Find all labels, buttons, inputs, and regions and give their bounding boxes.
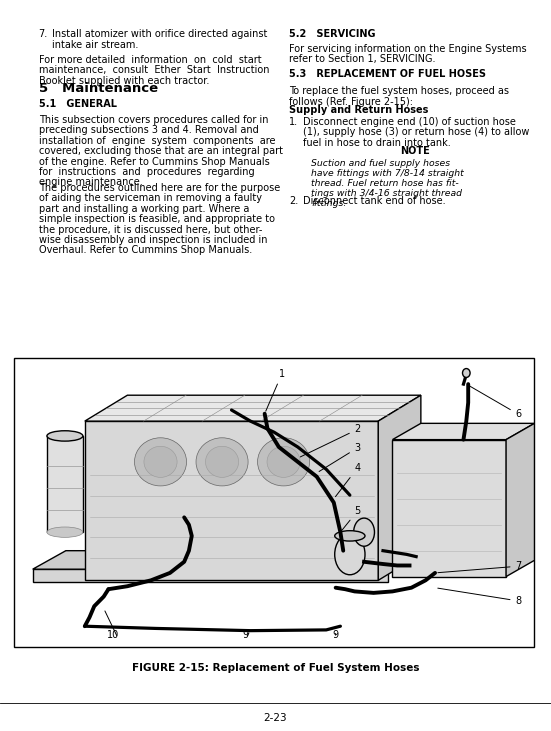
Text: 5: 5 — [342, 506, 361, 530]
Text: of the engine. Refer to Cummins Shop Manuals: of the engine. Refer to Cummins Shop Man… — [39, 156, 269, 167]
Text: refer to Section 1, SERVICING.: refer to Section 1, SERVICING. — [289, 54, 436, 64]
Text: 10: 10 — [107, 629, 120, 640]
Text: 7: 7 — [438, 561, 522, 572]
Ellipse shape — [47, 527, 83, 537]
Text: Suction and fuel supply hoses: Suction and fuel supply hoses — [311, 159, 450, 167]
Ellipse shape — [196, 438, 248, 486]
Text: for  instructions  and  procedures  regarding: for instructions and procedures regardin… — [39, 167, 254, 177]
Text: This subsection covers procedures called for in: This subsection covers procedures called… — [39, 115, 268, 125]
Text: Overhaul. Refer to Cummins Shop Manuals.: Overhaul. Refer to Cummins Shop Manuals. — [39, 246, 252, 255]
Ellipse shape — [334, 534, 365, 575]
Text: thread. Fuel return hose has fit-: thread. Fuel return hose has fit- — [311, 178, 459, 188]
Text: part and installing a working part. Where a: part and installing a working part. Wher… — [39, 204, 249, 213]
Text: 5.1   GENERAL: 5.1 GENERAL — [39, 99, 117, 109]
Ellipse shape — [206, 447, 239, 477]
Text: fuel in hose to drain into tank.: fuel in hose to drain into tank. — [303, 138, 451, 148]
Text: 6: 6 — [469, 385, 522, 420]
Polygon shape — [85, 395, 421, 421]
Text: 7.: 7. — [39, 29, 48, 39]
Text: installation of  engine  system  components  are: installation of engine system components… — [39, 136, 275, 145]
Text: 9: 9 — [333, 629, 339, 640]
Text: 5.2   SERVICING: 5.2 SERVICING — [289, 29, 376, 39]
Text: fittings.: fittings. — [311, 199, 347, 208]
Bar — [14, 358, 534, 647]
Text: wise disassembly and inspection is included in: wise disassembly and inspection is inclu… — [39, 235, 267, 245]
Text: 8: 8 — [438, 588, 522, 606]
Text: have fittings with 7/8-14 straight: have fittings with 7/8-14 straight — [311, 169, 464, 178]
Text: of aiding the serviceman in removing a faulty: of aiding the serviceman in removing a f… — [39, 193, 262, 203]
Text: To replace the fuel system hoses, proceed as: To replace the fuel system hoses, procee… — [289, 86, 509, 96]
Ellipse shape — [257, 438, 310, 486]
Text: FIGURE 2-15: Replacement of Fuel System Hoses: FIGURE 2-15: Replacement of Fuel System … — [132, 663, 419, 673]
Text: 2-23: 2-23 — [264, 713, 287, 723]
Text: NOTE: NOTE — [400, 146, 429, 156]
Text: engine maintenance.: engine maintenance. — [39, 178, 142, 187]
Text: The procedures outlined here are for the purpose: The procedures outlined here are for the… — [39, 183, 280, 193]
Polygon shape — [378, 395, 421, 580]
Text: 1: 1 — [266, 368, 285, 411]
Text: 5.3   REPLACEMENT OF FUEL HOSES: 5.3 REPLACEMENT OF FUEL HOSES — [289, 69, 487, 80]
Text: For more detailed  information  on  cold  start: For more detailed information on cold st… — [39, 55, 261, 65]
Text: Disconnect engine end (10) of suction hose: Disconnect engine end (10) of suction ho… — [303, 117, 516, 127]
Text: Install atomizer with orifice directed against: Install atomizer with orifice directed a… — [52, 29, 268, 39]
Text: (1), supply hose (3) or return hose (4) to allow: (1), supply hose (3) or return hose (4) … — [303, 127, 530, 137]
Polygon shape — [506, 423, 534, 577]
Text: 3: 3 — [319, 443, 361, 471]
Ellipse shape — [134, 438, 187, 486]
Ellipse shape — [144, 447, 177, 477]
Ellipse shape — [47, 431, 83, 441]
Text: Supply and Return Hoses: Supply and Return Hoses — [289, 105, 429, 115]
Text: For servicing information on the Engine Systems: For servicing information on the Engine … — [289, 44, 527, 54]
Text: simple inspection is feasible, and appropriate to: simple inspection is feasible, and appro… — [39, 214, 274, 224]
Text: 4: 4 — [336, 463, 361, 496]
Ellipse shape — [334, 531, 365, 541]
Text: intake air stream.: intake air stream. — [52, 39, 139, 50]
Bar — [85, 421, 379, 580]
Text: Disconnect tank end of hose.: Disconnect tank end of hose. — [303, 196, 446, 206]
Text: 1.: 1. — [289, 117, 299, 127]
Text: covered, excluding those that are an integral part: covered, excluding those that are an int… — [39, 146, 283, 156]
Ellipse shape — [462, 368, 470, 377]
Text: 9: 9 — [242, 629, 249, 640]
Text: 2.: 2. — [289, 196, 299, 206]
Ellipse shape — [354, 518, 375, 546]
Text: tings with 3/4-16 straight thread: tings with 3/4-16 straight thread — [311, 189, 462, 197]
Polygon shape — [33, 569, 388, 582]
Polygon shape — [392, 423, 534, 439]
Text: maintenance,  consult  Ether  Start  Instruction: maintenance, consult Ether Start Instruc… — [39, 65, 269, 75]
Text: 2: 2 — [300, 424, 361, 457]
Bar — [392, 439, 506, 577]
Text: Booklet supplied with each tractor.: Booklet supplied with each tractor. — [39, 76, 209, 86]
Text: 5   Maintenance: 5 Maintenance — [39, 82, 158, 95]
Text: follows (Ref. Figure 2-15):: follows (Ref. Figure 2-15): — [289, 96, 413, 107]
Ellipse shape — [267, 447, 300, 477]
Bar — [47, 436, 83, 532]
Text: the procedure, it is discussed here, but other-: the procedure, it is discussed here, but… — [39, 224, 262, 235]
Polygon shape — [33, 550, 430, 569]
Text: preceding subsections 3 and 4. Removal and: preceding subsections 3 and 4. Removal a… — [39, 125, 258, 135]
